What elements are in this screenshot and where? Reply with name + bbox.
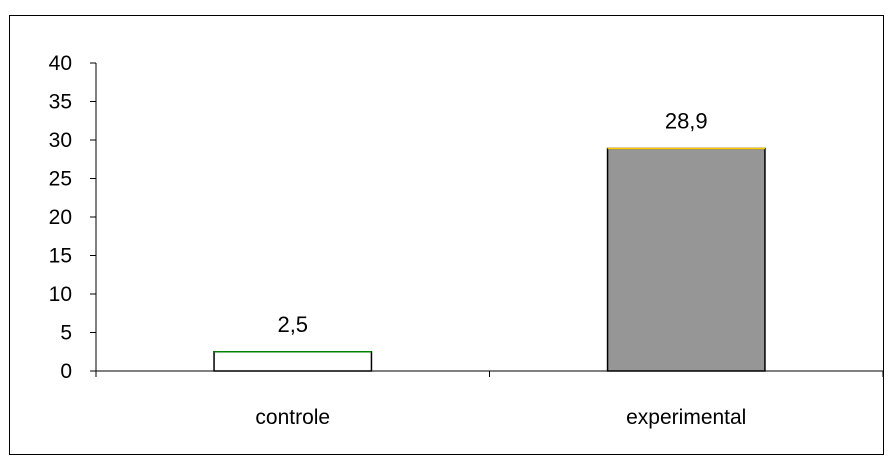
x-category-label: experimental xyxy=(626,406,746,429)
y-tick-label: 25 xyxy=(49,168,72,191)
y-tick-label: 0 xyxy=(60,360,72,383)
y-tick-label: 40 xyxy=(49,52,72,75)
y-tick-label: 30 xyxy=(49,129,72,152)
data-label: 2,5 xyxy=(277,312,308,337)
y-tick-label: 10 xyxy=(49,283,72,306)
data-label: 28,9 xyxy=(665,108,708,133)
y-tick-label: 20 xyxy=(49,206,72,229)
data-labels: 2,5 28,9 xyxy=(277,108,707,336)
y-axis: 0 5 10 15 20 25 30 35 40 xyxy=(49,52,97,383)
y-tick-label: 35 xyxy=(49,91,72,114)
bar-experimental xyxy=(606,147,766,372)
y-tick-label: 15 xyxy=(49,245,72,268)
x-category-label: controle xyxy=(255,406,330,429)
y-tick-label: 5 xyxy=(60,322,72,345)
x-axis: controle experimental xyxy=(95,370,884,429)
bar-controle xyxy=(213,351,373,372)
bars xyxy=(213,147,766,372)
